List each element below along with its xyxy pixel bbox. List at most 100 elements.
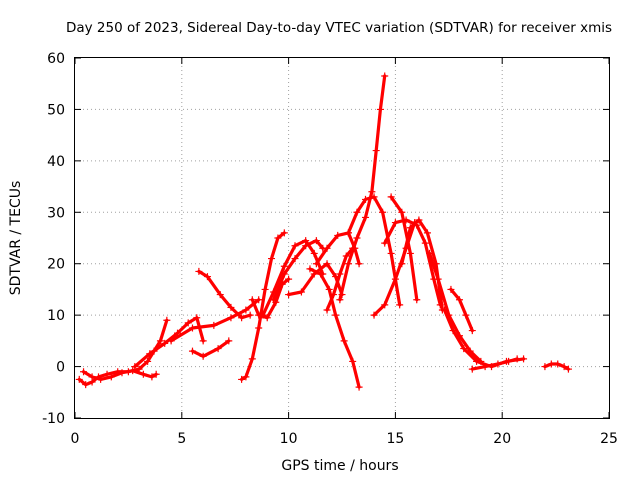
data-point	[107, 373, 115, 381]
data-point	[146, 350, 154, 358]
data-point	[355, 383, 363, 391]
data-point	[396, 301, 404, 309]
x-tick-label: 25	[600, 431, 618, 447]
series-line	[442, 308, 526, 369]
series-arc-c	[195, 267, 254, 322]
data-point	[246, 311, 254, 319]
x-tick-label: 20	[493, 431, 511, 447]
x-tick-label: 10	[280, 431, 298, 447]
data-point	[248, 355, 256, 363]
data-point	[460, 345, 468, 353]
data-point	[152, 370, 160, 378]
x-tick-label: 5	[177, 431, 186, 447]
data-point	[148, 373, 156, 381]
series-line	[338, 74, 387, 302]
series-line	[190, 339, 231, 358]
x-tick-label: 0	[71, 431, 80, 447]
data-point	[317, 270, 325, 278]
data-point	[184, 319, 192, 327]
data-point	[370, 193, 378, 201]
data-point	[381, 301, 389, 309]
data-point	[255, 324, 263, 332]
y-axis-label: SDTVAR / TECUs	[8, 181, 24, 296]
data-point	[349, 357, 357, 365]
data-point	[342, 252, 350, 260]
chart-title: Day 250 of 2023, Sidereal Day-to-day VTE…	[66, 20, 612, 36]
data-point	[368, 188, 376, 196]
data-point	[468, 327, 476, 335]
data-point	[353, 234, 361, 242]
data-point	[426, 249, 434, 257]
series-arc-n	[344, 193, 404, 309]
series-arc-u	[447, 285, 476, 335]
data-point	[306, 265, 314, 273]
data-point	[332, 311, 340, 319]
data-point	[238, 314, 246, 322]
data-point	[270, 296, 278, 304]
y-tick-label: 50	[47, 102, 65, 118]
data-point	[195, 267, 203, 275]
data-point	[387, 193, 395, 201]
series-line	[250, 277, 291, 320]
x-tick-label: 15	[386, 431, 404, 447]
series-arc-a	[131, 314, 207, 371]
data-point	[156, 337, 164, 345]
data-point	[376, 105, 384, 113]
data-point	[188, 324, 196, 332]
data-point	[391, 219, 399, 227]
data-point	[82, 381, 90, 389]
data-point	[139, 370, 147, 378]
data-point	[560, 363, 568, 371]
data-point	[131, 363, 139, 371]
data-point	[505, 357, 513, 365]
data-point	[268, 255, 276, 263]
data-point	[494, 360, 502, 368]
data-point	[329, 291, 337, 299]
data-point	[423, 229, 431, 237]
data-point	[238, 375, 246, 383]
data-point	[161, 339, 169, 347]
data-point	[344, 229, 352, 237]
data-point	[449, 327, 457, 335]
data-point	[447, 285, 455, 293]
series-line	[428, 251, 483, 363]
series-line	[389, 195, 419, 302]
data-point	[144, 357, 152, 365]
data-point	[75, 375, 83, 383]
data-point	[199, 337, 207, 345]
series-arc-h	[270, 237, 327, 304]
data-point	[203, 273, 211, 281]
data-point	[280, 262, 288, 270]
data-point	[242, 306, 250, 314]
data-point	[353, 208, 361, 216]
data-point	[391, 275, 399, 283]
y-tick-label: 10	[47, 308, 65, 324]
data-point	[323, 244, 331, 252]
data-point	[274, 234, 282, 242]
data-point	[285, 275, 293, 283]
data-point	[355, 260, 363, 268]
series-arc-s	[426, 249, 485, 365]
data-point	[361, 195, 369, 203]
series-arc-f	[248, 275, 293, 322]
data-point	[263, 314, 271, 322]
data-point	[468, 365, 476, 373]
data-point	[118, 369, 126, 377]
data-point	[441, 306, 449, 314]
data-point	[255, 296, 263, 304]
data-point	[455, 296, 463, 304]
data-point	[242, 373, 250, 381]
data-point	[398, 208, 406, 216]
data-point	[188, 347, 196, 355]
series-arc-m	[336, 72, 389, 304]
y-tick-label: 20	[47, 257, 65, 273]
series-line	[169, 298, 261, 343]
data-point	[372, 147, 380, 155]
y-tick-label: 30	[47, 205, 65, 221]
series-arc-b	[167, 296, 263, 345]
data-point	[214, 345, 222, 353]
data-point	[344, 260, 352, 268]
data-point	[434, 275, 442, 283]
data-point	[379, 208, 387, 216]
data-point	[312, 260, 320, 268]
